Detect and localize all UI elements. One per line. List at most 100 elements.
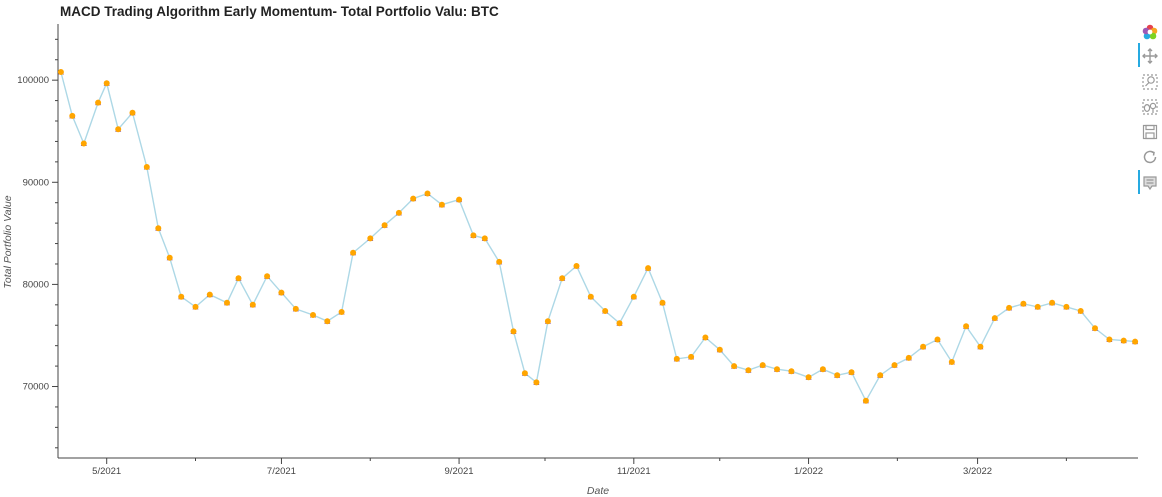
data-point[interactable] [1120, 337, 1127, 344]
data-point[interactable] [292, 305, 299, 312]
data-point[interactable] [1063, 303, 1070, 310]
data-point[interactable] [324, 318, 331, 325]
data-point[interactable] [264, 273, 271, 280]
buy-marker [249, 301, 256, 308]
buy-marker [456, 196, 463, 203]
data-point[interactable] [438, 201, 445, 208]
data-point[interactable] [249, 301, 256, 308]
data-point[interactable] [192, 303, 199, 310]
data-point[interactable] [602, 308, 609, 314]
data-point[interactable] [155, 225, 162, 232]
buy-marker [573, 263, 580, 269]
hover-icon[interactable] [1140, 173, 1160, 193]
data-point[interactable] [991, 315, 998, 322]
data-point[interactable] [115, 126, 122, 133]
data-point[interactable] [367, 235, 374, 242]
data-point[interactable] [877, 372, 884, 379]
data-point[interactable] [731, 363, 738, 370]
data-point[interactable] [920, 343, 927, 350]
data-point[interactable] [310, 312, 316, 318]
buy-marker [991, 315, 998, 322]
buy-marker [533, 379, 540, 386]
data-point[interactable] [424, 190, 431, 197]
data-point[interactable] [862, 397, 869, 404]
data-point[interactable] [1077, 308, 1084, 314]
data-point[interactable] [129, 109, 136, 116]
data-point[interactable] [69, 112, 76, 119]
buy-marker [224, 299, 230, 306]
data-point[interactable] [559, 275, 566, 282]
buy-marker [788, 368, 795, 375]
toolbar [1138, 20, 1162, 200]
reset-icon[interactable] [1140, 147, 1160, 167]
data-point[interactable] [1049, 299, 1056, 306]
data-point[interactable] [1020, 300, 1027, 307]
data-point[interactable] [143, 164, 150, 170]
axes: 70000 80000 90000 100000 5/2021 7/2021 9/2021 1… [17, 24, 1138, 477]
data-point[interactable] [1132, 338, 1139, 345]
data-point[interactable] [645, 265, 652, 272]
data-point[interactable] [381, 222, 388, 229]
data-point[interactable] [533, 379, 540, 386]
data-point[interactable] [587, 293, 594, 300]
data-point[interactable] [510, 328, 517, 335]
data-point[interactable] [702, 334, 709, 341]
data-point[interactable] [80, 140, 87, 147]
data-point[interactable] [788, 368, 795, 375]
data-point[interactable] [659, 299, 666, 306]
bokeh-logo-icon[interactable] [1140, 22, 1160, 42]
buy-marker [521, 370, 528, 377]
data-point[interactable] [948, 359, 955, 365]
data-point[interactable] [1034, 303, 1041, 310]
data-point[interactable] [496, 258, 503, 265]
data-point[interactable] [103, 80, 110, 87]
data-point[interactable] [716, 346, 723, 353]
data-point[interactable] [891, 362, 898, 369]
data-point[interactable] [544, 318, 551, 325]
data-point[interactable] [224, 299, 230, 306]
data-point[interactable] [1092, 325, 1098, 332]
buy-marker [115, 126, 122, 133]
data-point[interactable] [235, 275, 242, 282]
data-point[interactable] [1006, 304, 1013, 311]
data-point[interactable] [206, 291, 213, 298]
box-zoom-icon[interactable] [1140, 72, 1160, 92]
data-point[interactable] [759, 362, 766, 369]
data-point[interactable] [673, 355, 680, 362]
data-point[interactable] [819, 366, 826, 373]
data-point[interactable] [805, 374, 812, 381]
data-point[interactable] [774, 366, 780, 373]
data-point[interactable] [95, 99, 102, 106]
pan-icon[interactable] [1140, 46, 1160, 66]
data-point[interactable] [963, 323, 970, 330]
data-point[interactable] [521, 370, 528, 377]
data-point[interactable] [688, 353, 695, 360]
data-point[interactable] [57, 69, 64, 75]
data-point[interactable] [481, 235, 488, 242]
buy-marker [688, 353, 695, 360]
data-point[interactable] [178, 293, 185, 300]
data-point[interactable] [977, 343, 984, 350]
data-point[interactable] [470, 232, 477, 239]
data-point[interactable] [1106, 336, 1113, 343]
data-point[interactable] [834, 372, 841, 379]
data-point[interactable] [456, 196, 463, 203]
data-point[interactable] [166, 254, 173, 261]
data-point[interactable] [616, 320, 623, 327]
data-point[interactable] [573, 263, 580, 269]
data-point[interactable] [350, 249, 357, 256]
buy-marker [602, 308, 609, 314]
data-point[interactable] [630, 293, 637, 300]
data-point[interactable] [278, 289, 285, 296]
data-point[interactable] [338, 309, 345, 315]
save-icon[interactable] [1140, 122, 1160, 142]
data-point[interactable] [848, 369, 855, 376]
wheel-zoom-icon[interactable] [1140, 97, 1160, 117]
data-point[interactable] [745, 367, 752, 374]
data-point[interactable] [934, 336, 941, 343]
buy-marker [834, 372, 841, 379]
data-point[interactable] [395, 209, 402, 216]
data-point[interactable] [410, 195, 417, 202]
data-point[interactable] [905, 354, 912, 361]
